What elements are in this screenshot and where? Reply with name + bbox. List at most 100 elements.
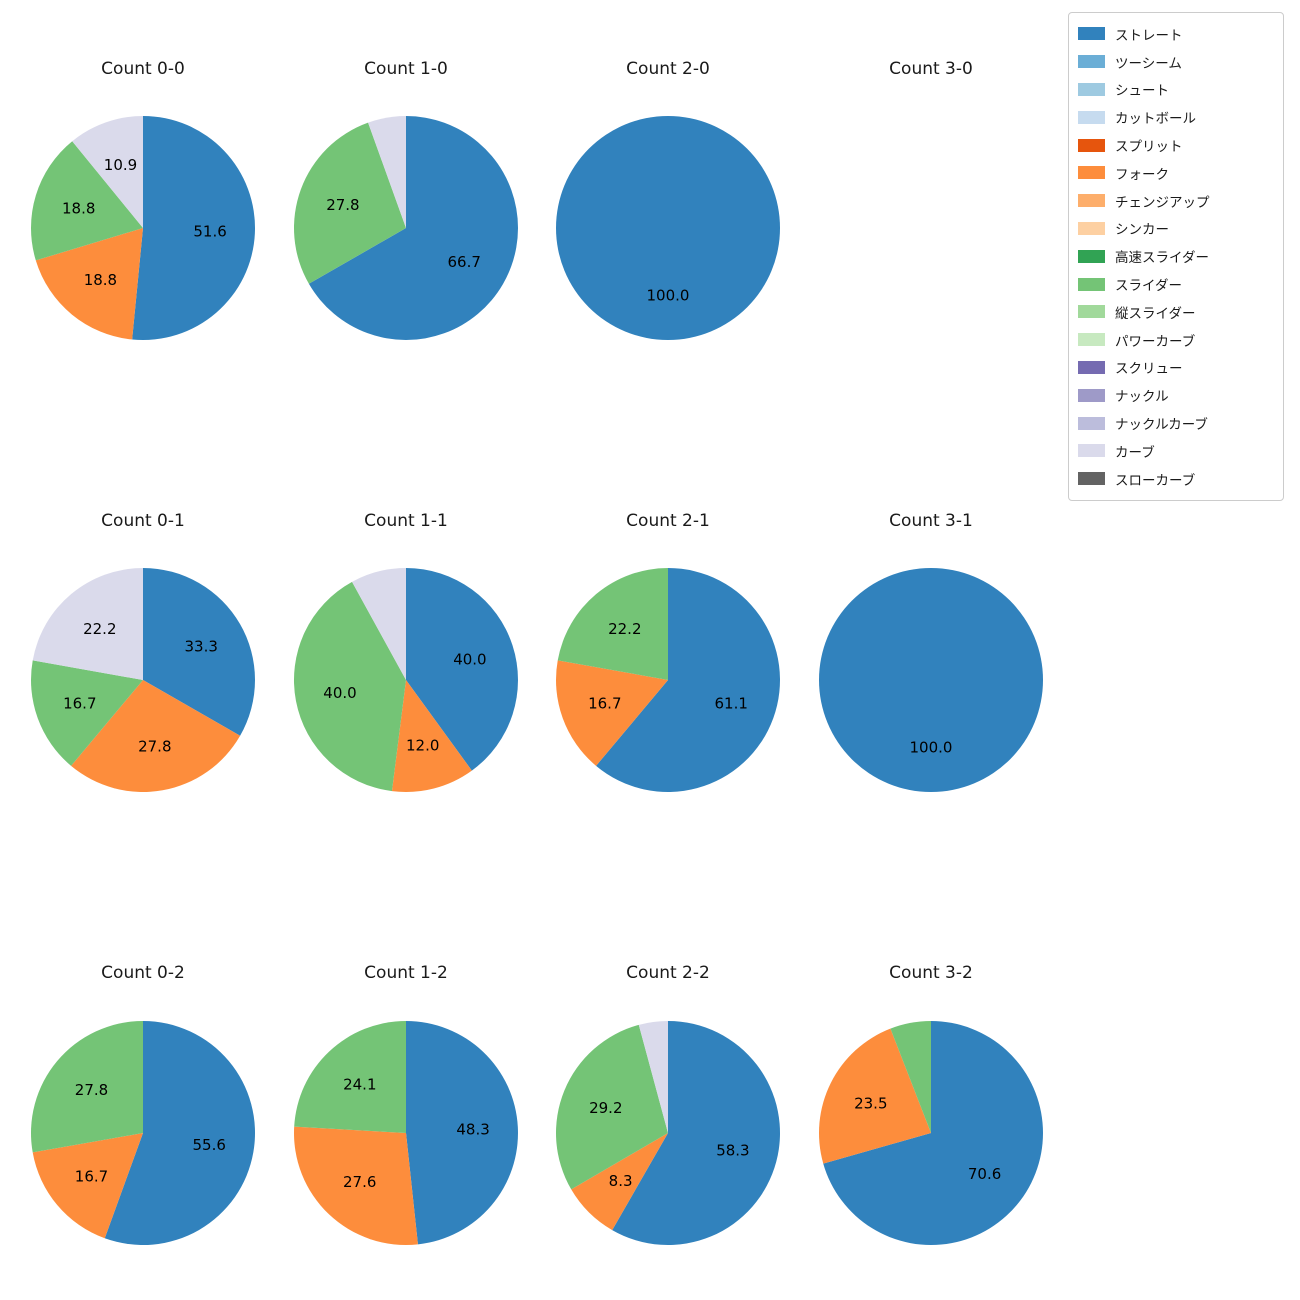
legend-color-swatch <box>1078 194 1105 208</box>
legend-item-label: パワーカーブ <box>1115 333 1196 350</box>
pie-slice <box>293 581 406 792</box>
legend-item-label: ナックルカーブ <box>1115 417 1208 434</box>
legend-item-label: カットボール <box>1115 111 1196 128</box>
pie-slice-percent-label: 55.6 <box>192 1136 225 1154</box>
pie-slice <box>32 1133 143 1239</box>
chart-title: Count 3-1 <box>889 511 973 531</box>
pie-slice <box>308 116 518 340</box>
pie-slice-percent-label: 40.0 <box>323 684 356 702</box>
pie-slice-percent-label: 22.2 <box>83 620 116 638</box>
legend-color-swatch <box>1078 472 1105 486</box>
pie-chart-count-3-2: 70.6 23.5 <box>818 1021 1043 1245</box>
pie-slice-percent-label: 16.7 <box>63 694 96 712</box>
pie-slice <box>30 1021 144 1153</box>
pie-slice <box>556 116 780 340</box>
legend-item-label: スプリット <box>1115 139 1183 156</box>
legend-color-swatch <box>1078 138 1105 152</box>
legend-item: シンカー <box>1078 215 1274 243</box>
legend-item: フォーク <box>1078 159 1274 187</box>
legend-color-swatch <box>1078 55 1105 69</box>
pie-slice-percent-label: 100.0 <box>647 287 690 305</box>
legend-item-label: ツーシーム <box>1115 55 1182 72</box>
legend-item: ストレート <box>1078 20 1274 48</box>
legend-color-swatch <box>1078 27 1105 41</box>
pie-slice-percent-label: 23.5 <box>854 1094 887 1112</box>
pie-slice <box>132 116 256 340</box>
pie-slice <box>571 1133 668 1231</box>
pie-slice-percent-label: 61.1 <box>714 694 747 712</box>
pie-slice-percent-label: 48.3 <box>456 1121 489 1139</box>
pie-slice <box>143 568 255 736</box>
pie-chart-count-1-1: 40.0 12.0 40.0 <box>293 568 518 793</box>
pie-slice <box>71 680 241 793</box>
pie-chart-count-0-0: 51.6 18.8 18.8 10.9 <box>31 116 256 340</box>
legend-item-label: スクリュー <box>1115 361 1183 378</box>
legend-item-label: 縦スライダー <box>1115 305 1196 322</box>
legend-color-swatch <box>1078 166 1105 180</box>
pie-slice-percent-label: 24.1 <box>343 1076 376 1094</box>
pie-slice <box>35 228 143 340</box>
pie-chart-count-2-2: 58.3 8.3 29.2 <box>555 1021 781 1245</box>
legend-color-swatch <box>1078 249 1105 263</box>
pie-slice-percent-label: 12.0 <box>406 736 439 754</box>
pie-slice-percent-label: 100.0 <box>910 739 953 757</box>
pie-chart-count-0-1: 33.3 27.8 16.7 22.2 <box>31 568 255 793</box>
legend-item: スクリュー <box>1078 354 1274 382</box>
pie-slice <box>406 1021 518 1245</box>
legend-color-swatch <box>1078 360 1105 374</box>
legend-item-label: カーブ <box>1115 444 1155 461</box>
pie-slice <box>612 1021 781 1245</box>
chart-title: Count 0-1 <box>101 511 185 531</box>
pie-slice <box>596 568 780 792</box>
legend-item: パワーカーブ <box>1078 326 1274 354</box>
legend-color-swatch <box>1078 221 1105 235</box>
legend-item: カットボール <box>1078 103 1274 131</box>
legend-item: ナックル <box>1078 381 1274 409</box>
chart-title: Count 2-2 <box>626 963 710 983</box>
legend-item: ナックルカーブ <box>1078 409 1274 437</box>
legend-item: 高速スライダー <box>1078 242 1274 270</box>
pie-slice <box>819 568 1043 792</box>
pie-chart-count-1-0: 66.7 27.8 <box>293 116 518 340</box>
pie-slice-percent-label: 8.3 <box>609 1172 633 1190</box>
legend-item: チェンジアップ <box>1078 187 1274 215</box>
pie-slice-percent-label: 29.2 <box>589 1099 622 1117</box>
pie-chart-count-3-1: 100.0 <box>819 568 1043 792</box>
pie-slice <box>294 1021 406 1133</box>
legend-item: シュート <box>1078 76 1274 104</box>
legend-color-swatch <box>1078 333 1105 347</box>
pie-slice <box>556 660 668 766</box>
pie-chart-count-2-0: 100.0 <box>556 116 780 340</box>
pie-slice-percent-label: 27.8 <box>326 196 359 214</box>
pie-slice-percent-label: 27.8 <box>75 1081 108 1099</box>
chart-title: Count 2-0 <box>626 59 710 79</box>
pie-slice-percent-label: 22.2 <box>608 620 641 638</box>
pie-slice <box>890 1021 931 1133</box>
chart-title: Count 1-2 <box>364 963 448 983</box>
pie-slice-percent-label: 66.7 <box>447 253 480 271</box>
pie-slice-percent-label: 16.7 <box>75 1168 108 1186</box>
legend-color-swatch <box>1078 416 1105 430</box>
pie-slice-percent-label: 27.6 <box>343 1173 376 1191</box>
chart-title: Count 2-1 <box>626 511 710 531</box>
pie-slice <box>31 660 144 766</box>
legend-color-swatch <box>1078 444 1105 458</box>
pie-slice <box>293 122 406 284</box>
legend-item: スライダー <box>1078 270 1274 298</box>
pie-slice <box>32 568 144 680</box>
pie-chart-count-2-1: 61.1 16.7 22.2 <box>556 568 780 792</box>
pie-slice <box>391 680 472 793</box>
legend-color-swatch <box>1078 277 1105 291</box>
pie-slice <box>368 116 406 228</box>
legend-color-swatch <box>1078 305 1105 319</box>
pie-slice-percent-label: 18.8 <box>62 200 95 218</box>
pie-slice <box>818 1028 931 1164</box>
pie-slice-percent-label: 27.8 <box>138 738 171 756</box>
pie-chart-count-0-2: 55.6 16.7 27.8 <box>30 1021 256 1245</box>
pie-slice <box>823 1021 1043 1245</box>
legend-item-label: ストレート <box>1115 27 1183 44</box>
pie-slice-percent-label: 70.6 <box>968 1165 1001 1183</box>
legend-item: スプリット <box>1078 131 1274 159</box>
legend-color-swatch <box>1078 82 1105 96</box>
chart-title: Count 1-0 <box>364 59 448 79</box>
